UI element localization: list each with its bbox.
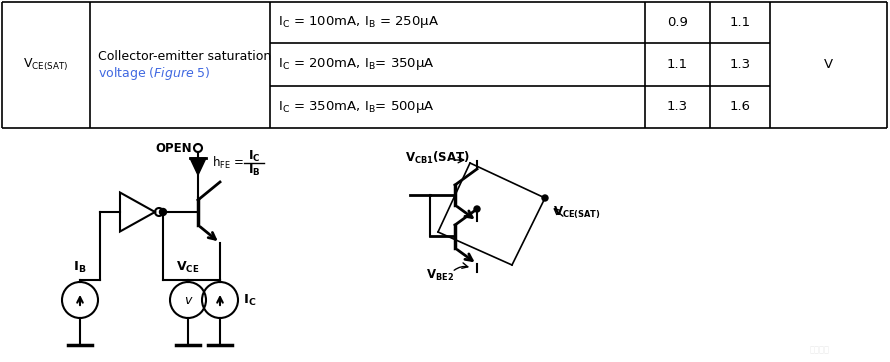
Text: 1.3: 1.3 [667, 101, 688, 114]
Text: V$_\mathregular{BE2}$: V$_\mathregular{BE2}$ [426, 268, 454, 283]
Text: I$_\mathregular{B}$: I$_\mathregular{B}$ [247, 163, 261, 177]
Text: 时钟发家: 时钟发家 [810, 345, 830, 354]
Text: 1.1: 1.1 [730, 16, 750, 29]
Circle shape [159, 209, 166, 215]
Text: V$_\mathregular{CE(SAT)}$: V$_\mathregular{CE(SAT)}$ [553, 205, 601, 221]
Text: voltage ($\mathit{Figure\ 5}$): voltage ($\mathit{Figure\ 5}$) [98, 66, 211, 83]
Text: V$_\mathregular{CB1}$(SAT): V$_\mathregular{CB1}$(SAT) [405, 150, 470, 166]
Text: $\mathsf{I_C}$ = 350mA, $\mathsf{I_B}$= 500μA: $\mathsf{I_C}$ = 350mA, $\mathsf{I_B}$= … [278, 99, 435, 115]
Text: v: v [184, 294, 191, 307]
Text: Collector-emitter saturation: Collector-emitter saturation [98, 50, 271, 63]
Text: $\mathsf{V_{CE(SAT)}}$: $\mathsf{V_{CE(SAT)}}$ [23, 57, 69, 73]
Text: 1.3: 1.3 [730, 58, 750, 71]
Text: $\mathsf{I_C}$ = 100mA, $\mathsf{I_B}$ = 250μA: $\mathsf{I_C}$ = 100mA, $\mathsf{I_B}$ =… [278, 14, 439, 30]
Text: I$_\mathregular{C}$: I$_\mathregular{C}$ [247, 148, 260, 164]
Text: h$_\mathregular{FE}$ =: h$_\mathregular{FE}$ = [212, 155, 246, 171]
Text: 1.1: 1.1 [667, 58, 688, 71]
Text: $\mathsf{I_C}$ = 200mA, $\mathsf{I_B}$= 350μA: $\mathsf{I_C}$ = 200mA, $\mathsf{I_B}$= … [278, 56, 435, 72]
Text: V: V [824, 58, 833, 71]
Text: 0.9: 0.9 [668, 16, 688, 29]
Text: I$_\mathregular{C}$: I$_\mathregular{C}$ [243, 292, 256, 308]
Circle shape [474, 206, 480, 212]
Polygon shape [190, 158, 206, 175]
Circle shape [542, 195, 548, 201]
Text: OPEN: OPEN [156, 142, 192, 155]
Text: I$_\mathregular{B}$: I$_\mathregular{B}$ [73, 260, 86, 275]
Text: V$_\mathregular{CE}$: V$_\mathregular{CE}$ [176, 260, 199, 275]
Text: 1.6: 1.6 [730, 101, 750, 114]
